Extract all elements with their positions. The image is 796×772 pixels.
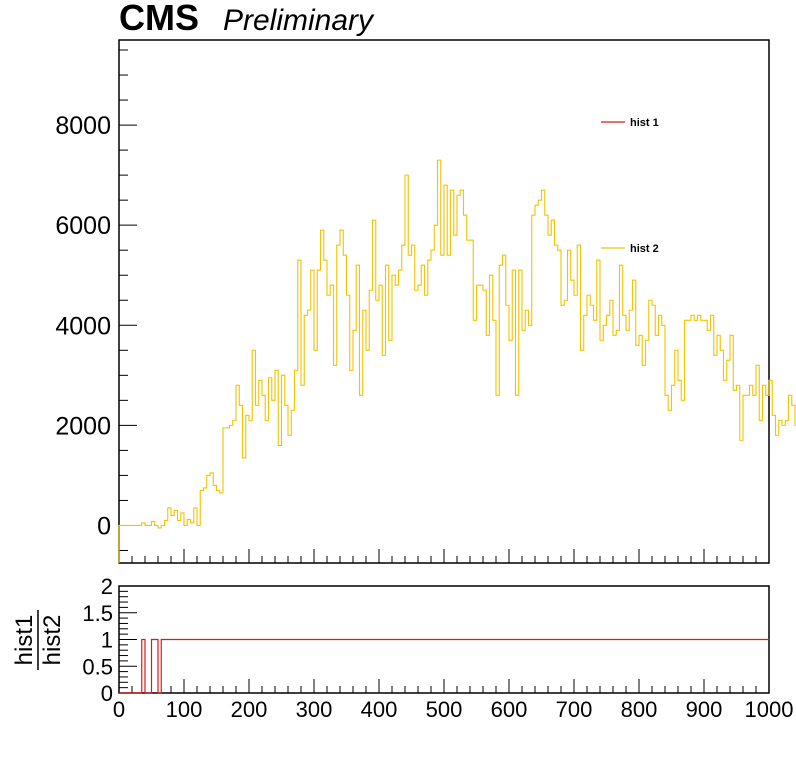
main-frame [118, 39, 770, 564]
main-ytick-label: 8000 [55, 112, 111, 140]
main-ytick-label: 6000 [55, 212, 111, 240]
legend-entry-hist1: hist 1 [630, 117, 659, 129]
ratio-xtick-label: 400 [361, 697, 398, 722]
ratio-xtick-label: 300 [296, 697, 333, 722]
main-ytick-label: 0 [97, 512, 111, 540]
ratio-xtick-label: 800 [621, 697, 658, 722]
main-series-layer [118, 159, 796, 563]
ratio-ytick-label: 2 [101, 574, 113, 599]
ratio-ylabel-denominator: hist2 [39, 615, 66, 666]
ratio-ylabel: hist1 hist2 [11, 610, 66, 670]
legend: hist 1 hist 2 [601, 117, 659, 255]
main-ytick-label: 4000 [55, 312, 111, 340]
preliminary-label: Preliminary [223, 4, 375, 37]
main-pad: 0 2000 4000 6000 8000 [55, 39, 796, 564]
ratio-ytick-label: 1.5 [82, 601, 113, 626]
ratio-ytick-label: 0.5 [82, 654, 113, 679]
ratio-xtick-label: 600 [491, 697, 528, 722]
legend-entry-hist2: hist 2 [630, 243, 659, 255]
ratio-series-layer [119, 638, 769, 694]
ratio-ytick-label: 0 [101, 681, 113, 706]
ratio-xtick-label: 700 [556, 697, 593, 722]
ratio-xtick-label: 500 [426, 697, 463, 722]
ratio-xtick-label: 1000 [745, 697, 794, 722]
ratio-pad: 00.511.52 0 100 200 300 400 500 600 700 800 900 100… [11, 574, 793, 722]
ratio-xtick-label: 0 [113, 697, 125, 722]
main-ytick-label: 2000 [55, 412, 111, 440]
ratio-axis-ticks: 00.511.52 0 100 200 300 400 500 600 700 800 900 100… [82, 574, 793, 722]
ratio-xtick-label: 100 [166, 697, 203, 722]
ratio-ylabel-numerator: hist1 [11, 615, 38, 666]
cms-label: CMS [119, 0, 199, 38]
ratio-ytick-label: 1 [101, 628, 113, 653]
ratio-xtick-label: 900 [686, 697, 723, 722]
series-line-hist2 [118, 159, 796, 563]
series-line-ratio [119, 638, 769, 694]
main-axis-ticks: 0 2000 4000 6000 8000 [55, 49, 770, 563]
ratio-xtick-label: 200 [231, 697, 268, 722]
